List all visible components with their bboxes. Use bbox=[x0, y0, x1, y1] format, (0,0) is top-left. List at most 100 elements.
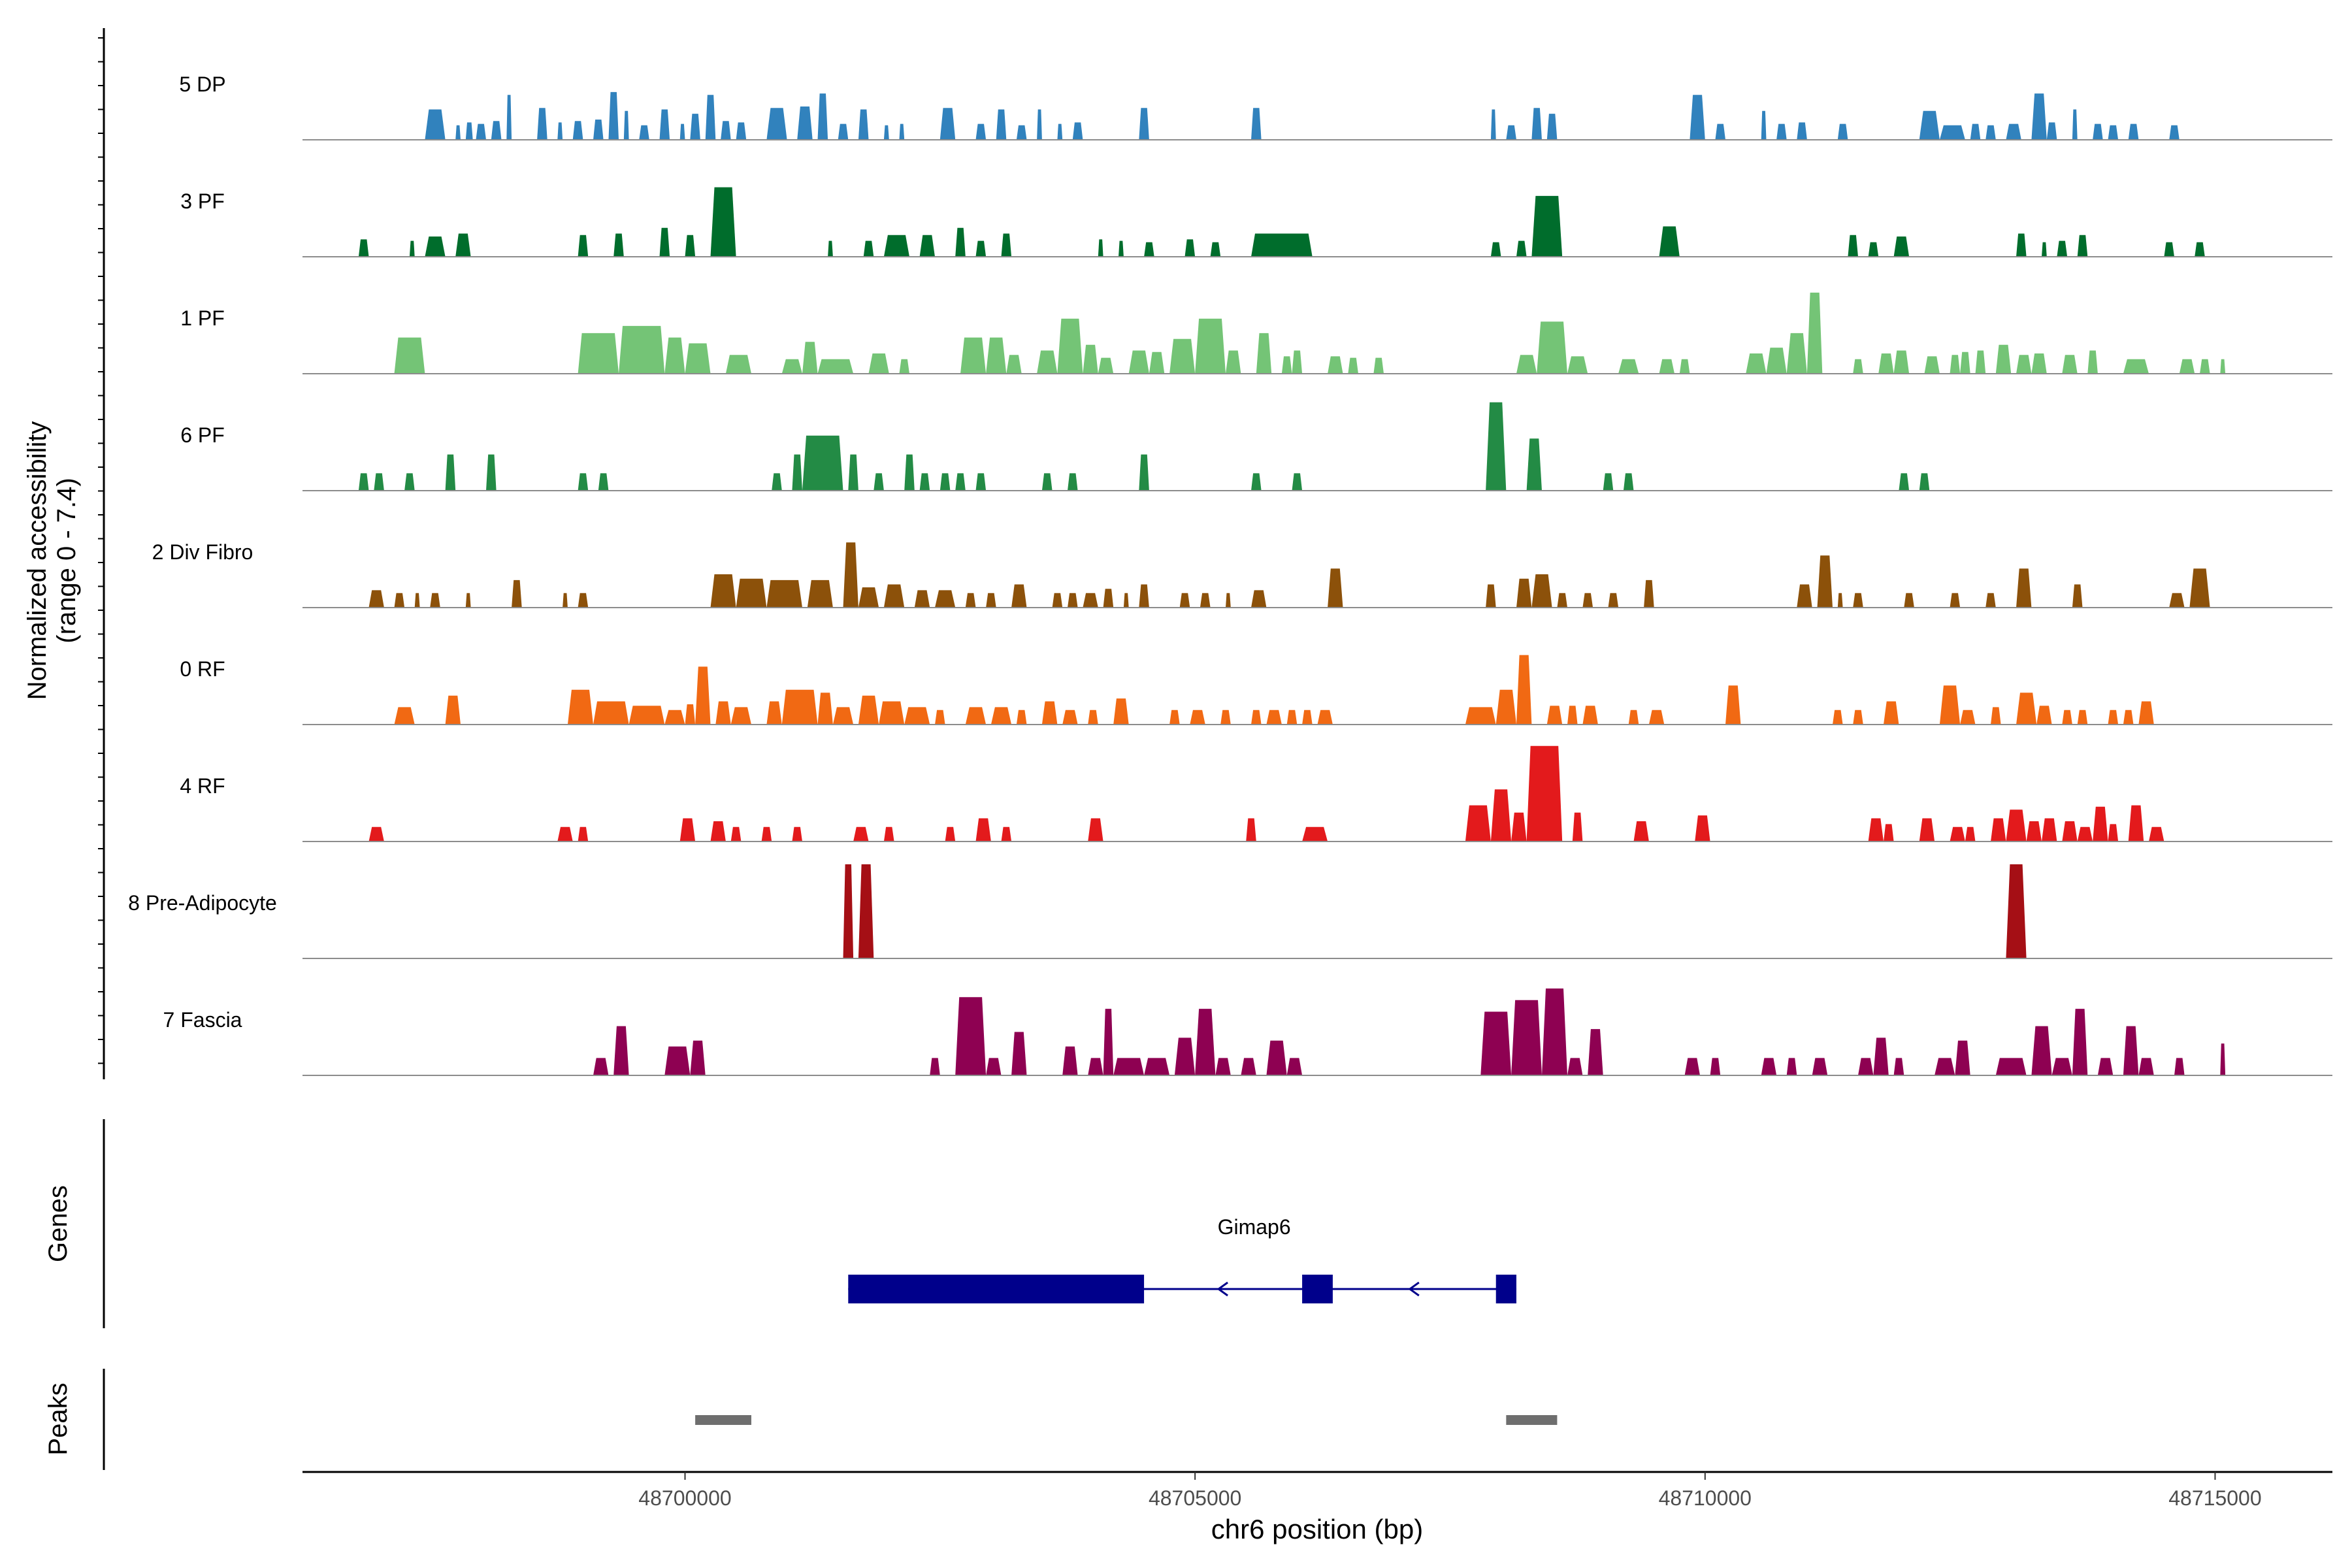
coverage-peak bbox=[2077, 710, 2088, 725]
y-axis-range: (range 0 - 7.4) bbox=[52, 478, 81, 643]
coverage-peak bbox=[1960, 710, 1976, 725]
coverage-peak bbox=[1256, 333, 1272, 374]
coverage-peak bbox=[1935, 1058, 1955, 1075]
coverage-peak bbox=[2072, 584, 2083, 608]
coverage-peak bbox=[1725, 685, 1741, 725]
coverage-peak bbox=[1292, 350, 1303, 374]
coverage-peak bbox=[2042, 242, 2047, 257]
coverage-peak bbox=[2016, 693, 2037, 725]
coverage-peak bbox=[1465, 805, 1491, 841]
coverage-peak bbox=[879, 701, 905, 725]
coverage-peak bbox=[832, 707, 854, 725]
coverage-peak bbox=[1868, 242, 1879, 257]
coverage-peak bbox=[2093, 123, 2103, 140]
coverage-peak bbox=[1480, 1011, 1512, 1075]
coverage-peak bbox=[445, 454, 456, 491]
coverage-peak bbox=[639, 125, 649, 140]
coverage-peak bbox=[572, 121, 583, 140]
coverage-peak bbox=[1113, 698, 1129, 725]
coverage-peak bbox=[1016, 710, 1027, 725]
coverage-peak bbox=[1184, 239, 1196, 257]
coverage-peak bbox=[1623, 473, 1634, 491]
coverage-peak bbox=[1128, 350, 1149, 374]
coverage-peak bbox=[975, 473, 987, 491]
coverage-peak bbox=[1486, 584, 1496, 608]
coverage-peak bbox=[685, 235, 696, 257]
coverage-peak bbox=[1052, 593, 1063, 608]
coverage-y-ticks bbox=[98, 37, 104, 1064]
coverage-peak bbox=[899, 123, 905, 140]
coverage-peak bbox=[2087, 350, 2098, 374]
x-axis-title: chr6 position (bp) bbox=[1211, 1514, 1424, 1544]
coverage-peak bbox=[843, 542, 858, 608]
coverage-peak bbox=[1950, 355, 1961, 374]
coverage-peak bbox=[996, 109, 1007, 140]
coverage-peak bbox=[955, 997, 987, 1075]
coverage-peak bbox=[817, 93, 828, 140]
coverage-peak bbox=[2062, 821, 2078, 841]
coverage-peak bbox=[1348, 357, 1358, 374]
x-tick-label: 48715000 bbox=[2168, 1486, 2261, 1510]
coverage-peak bbox=[1557, 593, 1567, 608]
coverage-peak bbox=[1251, 108, 1262, 140]
coverage-peak bbox=[368, 826, 384, 841]
coverage-peak bbox=[930, 1058, 940, 1075]
coverage-peak bbox=[1083, 344, 1098, 374]
coverage-peak bbox=[425, 237, 446, 257]
coverage-peak bbox=[817, 359, 854, 374]
coverage-peak bbox=[1516, 240, 1527, 257]
coverage-peak bbox=[1746, 353, 1767, 374]
coverage-peak bbox=[1215, 1058, 1231, 1075]
coverage-peak bbox=[1179, 593, 1190, 608]
coverage-peak bbox=[685, 343, 711, 374]
coverage-peak bbox=[1490, 109, 1496, 140]
track-5-dp: 5 DP bbox=[179, 73, 2332, 140]
coverage-peak bbox=[1531, 574, 1552, 608]
coverage-peak bbox=[1628, 710, 1639, 725]
coverage-peak bbox=[975, 818, 991, 841]
coverage-peak bbox=[1884, 701, 1899, 725]
coverage-peak bbox=[1919, 473, 1930, 491]
coverage-peak bbox=[1144, 1058, 1170, 1075]
coverage-peak bbox=[358, 473, 369, 491]
coverage-peak bbox=[1786, 1058, 1797, 1075]
coverage-peak bbox=[695, 666, 711, 725]
gene-gimap6: Gimap6 bbox=[848, 1215, 1516, 1303]
coverage-peak bbox=[1465, 707, 1496, 725]
coverage-peak bbox=[1893, 237, 1910, 257]
coverage-peak bbox=[1506, 125, 1516, 140]
coverage-peak bbox=[613, 1026, 629, 1075]
coverage-peak bbox=[465, 122, 473, 140]
coverage-peak bbox=[1884, 824, 1894, 841]
peak-region bbox=[695, 1415, 751, 1425]
coverage-peak bbox=[935, 710, 945, 725]
coverage-peak bbox=[2077, 235, 2088, 257]
coverage-peak bbox=[1582, 593, 1593, 608]
coverage-peak bbox=[2051, 1058, 2072, 1075]
coverage-peak bbox=[1644, 580, 1654, 608]
coverage-peak bbox=[409, 240, 415, 257]
coverage-peak bbox=[1220, 710, 1231, 725]
coverage-peak bbox=[883, 826, 894, 841]
track-8-pre-adipocyte: 8 Pre-Adipocyte bbox=[128, 864, 2332, 959]
coverage-peak bbox=[685, 704, 696, 725]
x-tick-label: 48700000 bbox=[638, 1486, 731, 1510]
coverage-peak bbox=[710, 574, 736, 608]
coverage-peak bbox=[1970, 123, 1981, 140]
coverage-peak bbox=[358, 239, 369, 257]
coverage-peak bbox=[491, 121, 502, 140]
coverage-peak bbox=[919, 473, 930, 491]
coverage-peak bbox=[664, 1046, 691, 1075]
coverage-peak bbox=[486, 454, 497, 491]
coverage-peak bbox=[1786, 333, 1807, 374]
coverage-peak bbox=[1251, 233, 1313, 257]
coverage-peak bbox=[1873, 1037, 1889, 1075]
coverage-peak bbox=[1169, 710, 1180, 725]
coverage-peak bbox=[613, 233, 624, 257]
gene-label: Gimap6 bbox=[1218, 1215, 1291, 1239]
coverage-peak bbox=[1919, 818, 1935, 841]
coverage-peak bbox=[1955, 1040, 1970, 1075]
coverage-peak bbox=[1174, 1037, 1196, 1075]
track-label: 7 Fascia bbox=[163, 1008, 242, 1032]
coverage-peak bbox=[1113, 1058, 1145, 1075]
